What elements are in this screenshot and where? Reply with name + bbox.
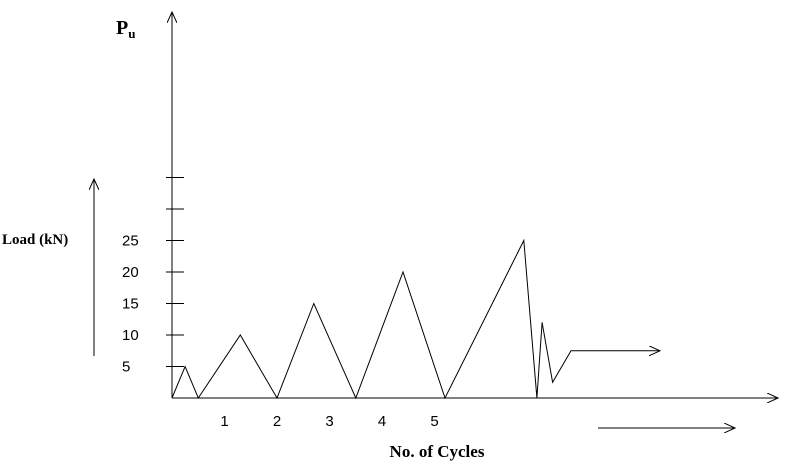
y-tick-label-15: 15 — [122, 296, 139, 313]
x-tick-label-3: 3 — [325, 413, 333, 430]
y-tick-label-10: 10 — [122, 327, 139, 344]
x-tick-label-1: 1 — [220, 413, 228, 430]
x-tick-label-5: 5 — [430, 413, 438, 430]
series-group — [171, 238, 660, 400]
y-axis-label: Load (kN) — [2, 232, 68, 248]
y-ticks: 5 10 15 20 25 — [122, 177, 184, 376]
x-axis-label: No. of Cycles — [390, 442, 485, 461]
y-axis-top-label-main: P — [116, 17, 128, 39]
load-cycle-tail-arrow — [541, 322, 660, 384]
y-tick-label-20: 20 — [122, 264, 139, 281]
x-tick-label-4: 4 — [378, 413, 386, 430]
x-ticks: 1 2 3 4 5 — [220, 413, 438, 430]
load-cycle-series-1 — [171, 238, 543, 400]
x-tick-label-2: 2 — [273, 413, 281, 430]
y-tick-label-25: 25 — [122, 233, 139, 250]
y-axis-top-label-sub: u — [128, 26, 135, 41]
y-tick-label-5: 5 — [122, 359, 130, 376]
y-axis-top-label: Pu — [116, 17, 135, 41]
